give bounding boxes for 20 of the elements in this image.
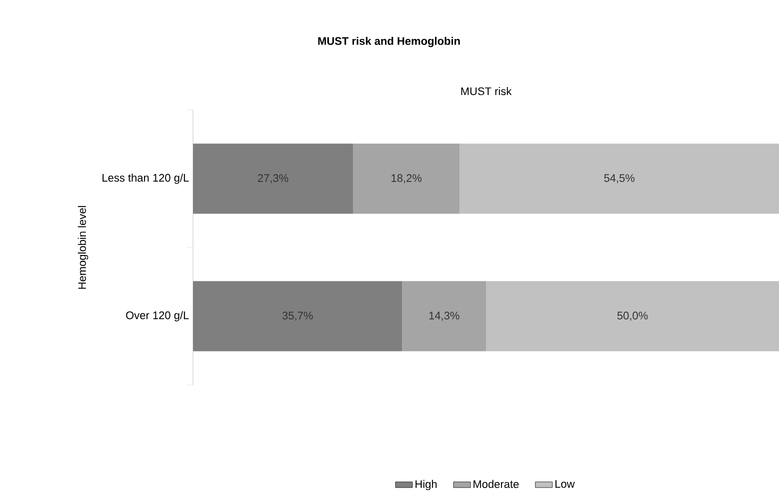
y-tick-label: Over 120 g/L [126, 311, 189, 322]
bar [402, 281, 486, 352]
legend-label: Moderate [474, 480, 519, 488]
bar [486, 281, 779, 352]
data-label: 50,0% [617, 312, 648, 321]
data-label: 18,2% [392, 174, 422, 184]
y-tick-label: Less than 120 g/L [102, 174, 189, 184]
legend-label: Low [555, 480, 575, 488]
data-label: 35,7% [282, 312, 313, 321]
chart-title: MUST risk and Hemoglobin [318, 36, 460, 48]
bar [352, 144, 460, 214]
bar [193, 144, 353, 214]
legend-label: High [416, 480, 437, 490]
data-label: 54,5% [604, 174, 635, 184]
data-label: 14,3% [429, 312, 460, 321]
data-label: 27,3% [258, 174, 288, 184]
bar [193, 281, 402, 352]
x-axis-title: MUST risk [461, 87, 512, 96]
bar [460, 144, 779, 214]
y-axis-title: Hemoglobin level [78, 206, 88, 289]
